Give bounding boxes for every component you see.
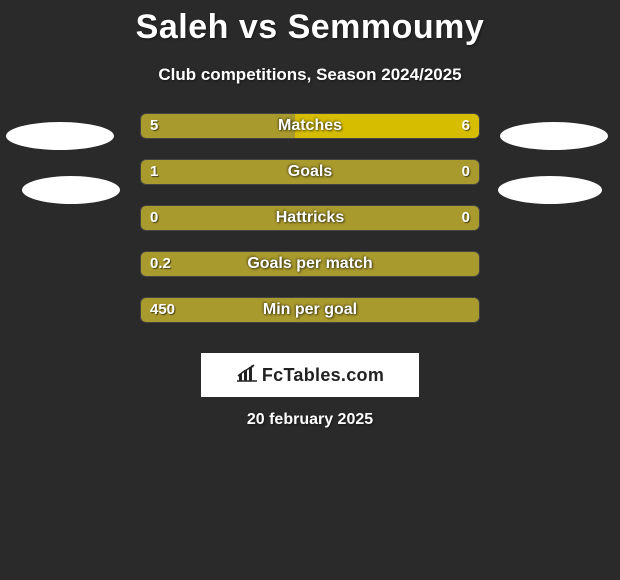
bar-category-label: Hattricks bbox=[0, 205, 620, 231]
bar-category-label: Min per goal bbox=[0, 297, 620, 323]
page-subtitle: Club competitions, Season 2024/2025 bbox=[0, 65, 620, 85]
logo-label: FcTables.com bbox=[262, 365, 384, 386]
avatar-placeholder bbox=[498, 176, 602, 204]
bar-row: 0.2Goals per match bbox=[0, 251, 620, 277]
bar-row: 450Min per goal bbox=[0, 297, 620, 323]
avatar-placeholder bbox=[6, 122, 114, 150]
bar-chart-icon bbox=[236, 364, 258, 387]
bar-category-label: Goals per match bbox=[0, 251, 620, 277]
bar-row: 00Hattricks bbox=[0, 205, 620, 231]
logo-box: FcTables.com bbox=[201, 353, 419, 397]
avatar-placeholder bbox=[22, 176, 120, 204]
logo-text: FcTables.com bbox=[236, 364, 384, 387]
page-title: Saleh vs Semmoumy bbox=[0, 0, 620, 47]
avatar-placeholder bbox=[500, 122, 608, 150]
date-label: 20 february 2025 bbox=[0, 411, 620, 429]
